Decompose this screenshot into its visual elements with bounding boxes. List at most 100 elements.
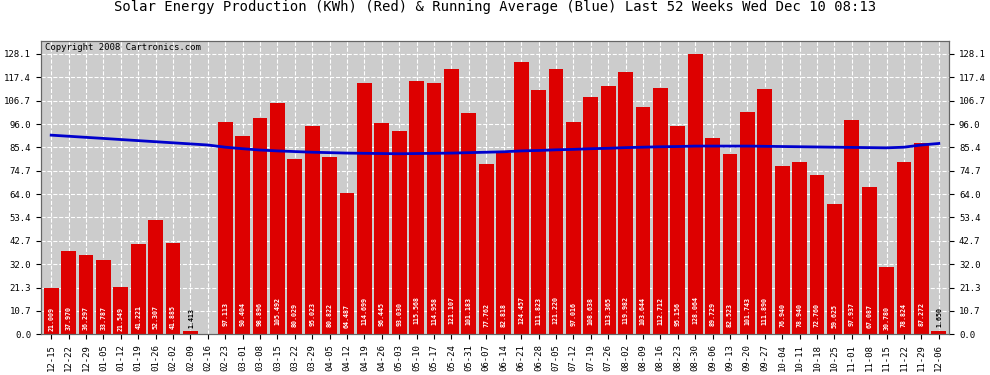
Text: 78.824: 78.824 [901, 303, 907, 327]
Text: 101.183: 101.183 [466, 297, 472, 326]
Text: 112.712: 112.712 [657, 297, 663, 325]
Bar [44, 288, 58, 334]
Text: 96.445: 96.445 [379, 302, 385, 326]
Text: 128.064: 128.064 [692, 296, 698, 324]
Bar [583, 97, 598, 334]
Text: 41.221: 41.221 [136, 305, 142, 329]
Bar [914, 143, 929, 334]
Text: 97.113: 97.113 [222, 302, 229, 326]
Text: 82.818: 82.818 [501, 303, 507, 327]
Bar [844, 120, 859, 334]
Text: 21.549: 21.549 [118, 307, 124, 331]
Bar [96, 260, 111, 334]
Text: 114.699: 114.699 [361, 297, 367, 324]
Bar [392, 131, 407, 334]
Bar [705, 138, 720, 334]
Bar [775, 166, 790, 334]
Text: 36.297: 36.297 [83, 306, 89, 330]
Text: 33.787: 33.787 [100, 306, 106, 330]
Text: 97.016: 97.016 [570, 302, 576, 326]
Text: 76.940: 76.940 [779, 303, 785, 327]
Bar [374, 123, 389, 334]
Text: 105.492: 105.492 [274, 297, 280, 325]
Text: 101.743: 101.743 [744, 297, 750, 326]
Text: 1.413: 1.413 [188, 308, 194, 328]
Bar [165, 243, 180, 334]
Bar [78, 255, 93, 334]
Text: 41.885: 41.885 [170, 305, 176, 329]
Bar [566, 122, 581, 334]
Text: 87.272: 87.272 [919, 302, 925, 326]
Bar [61, 251, 76, 334]
Text: 78.940: 78.940 [797, 303, 803, 327]
Text: Solar Energy Production (KWh) (Red) & Running Average (Blue) Last 52 Weeks Wed D: Solar Energy Production (KWh) (Red) & Ru… [114, 0, 876, 14]
Bar [514, 62, 529, 334]
Bar [183, 331, 198, 334]
Bar [218, 122, 233, 334]
Bar [810, 175, 825, 334]
Text: Copyright 2008 Cartronics.com: Copyright 2008 Cartronics.com [46, 42, 201, 51]
Text: 67.087: 67.087 [866, 304, 872, 328]
Bar [548, 69, 563, 334]
Bar [653, 88, 667, 334]
Text: 30.780: 30.780 [884, 306, 890, 330]
Text: 89.729: 89.729 [710, 302, 716, 326]
Text: 121.107: 121.107 [448, 296, 454, 324]
Text: 72.760: 72.760 [814, 303, 820, 327]
Bar [601, 86, 616, 334]
Bar [723, 154, 738, 334]
Bar [792, 162, 807, 334]
Bar [236, 136, 250, 334]
Text: 115.568: 115.568 [414, 297, 420, 324]
Bar [531, 90, 545, 334]
Text: 90.404: 90.404 [240, 302, 246, 326]
Bar [445, 69, 459, 334]
Bar [757, 90, 772, 334]
Text: 97.937: 97.937 [848, 302, 854, 326]
Text: 119.982: 119.982 [623, 296, 629, 324]
Text: 113.365: 113.365 [605, 297, 611, 325]
Bar [148, 220, 163, 334]
Text: 95.156: 95.156 [675, 302, 681, 326]
Bar [827, 204, 842, 334]
Bar [479, 164, 494, 334]
Text: 98.896: 98.896 [257, 302, 263, 326]
Bar [670, 126, 685, 334]
Text: 111.823: 111.823 [536, 297, 542, 325]
Text: 21.009: 21.009 [49, 307, 54, 331]
Bar [114, 287, 129, 334]
Text: 95.023: 95.023 [309, 302, 315, 326]
Bar [287, 159, 302, 334]
Text: 80.822: 80.822 [327, 303, 333, 327]
Text: 77.762: 77.762 [483, 303, 489, 327]
Text: 111.890: 111.890 [761, 297, 768, 325]
Bar [461, 113, 476, 334]
Bar [879, 267, 894, 334]
Text: 121.220: 121.220 [552, 296, 559, 324]
Bar [740, 112, 754, 334]
Text: 59.625: 59.625 [832, 304, 838, 328]
Bar [270, 104, 285, 334]
Bar [618, 72, 633, 334]
Bar [323, 158, 337, 334]
Bar [427, 83, 442, 334]
Bar [305, 126, 320, 334]
Bar [636, 108, 650, 334]
Text: 37.970: 37.970 [65, 306, 71, 330]
Bar [496, 153, 511, 334]
Bar [131, 244, 146, 334]
Bar [409, 81, 424, 334]
Text: 108.638: 108.638 [588, 297, 594, 325]
Bar [357, 83, 372, 334]
Text: 93.030: 93.030 [396, 302, 402, 326]
Bar [252, 118, 267, 334]
Bar [688, 54, 703, 334]
Text: 124.457: 124.457 [518, 296, 524, 324]
Bar [861, 188, 876, 334]
Text: 80.029: 80.029 [292, 303, 298, 327]
Text: 64.487: 64.487 [345, 304, 350, 328]
Bar [897, 162, 912, 334]
Text: 114.958: 114.958 [431, 297, 438, 324]
Text: 82.523: 82.523 [727, 303, 733, 327]
Bar [340, 193, 354, 334]
